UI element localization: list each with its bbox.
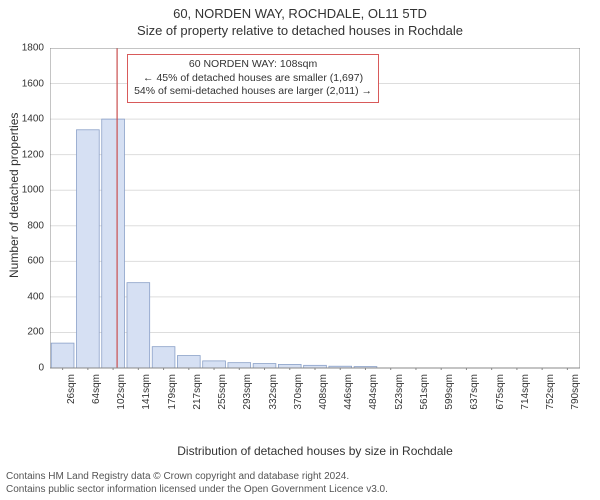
x-tick-label: 293sqm xyxy=(242,374,253,410)
bar xyxy=(127,283,150,368)
x-axis-label: Distribution of detached houses by size … xyxy=(50,444,580,458)
x-tick-label: 790sqm xyxy=(570,374,581,410)
y-tick-label: 1800 xyxy=(10,43,44,54)
bar xyxy=(77,130,100,368)
y-tick-label: 0 xyxy=(10,363,44,374)
x-tick-label: 64sqm xyxy=(91,374,102,404)
bar xyxy=(152,347,175,368)
x-tick-label: 102sqm xyxy=(116,374,127,410)
y-axis-label: Number of detached properties xyxy=(7,113,21,278)
title-line1: 60, NORDEN WAY, ROCHDALE, OL11 5TD xyxy=(0,6,600,21)
footer-line1: Contains HM Land Registry data © Crown c… xyxy=(6,470,388,483)
y-tick-label: 1600 xyxy=(10,78,44,89)
bar xyxy=(203,361,226,368)
annotation-line2: ← 45% of detached houses are smaller (1,… xyxy=(134,72,372,86)
bar xyxy=(228,363,251,368)
x-tick-label: 523sqm xyxy=(394,374,405,410)
chart-title-block: 60, NORDEN WAY, ROCHDALE, OL11 5TD Size … xyxy=(0,0,600,38)
x-tick-label: 714sqm xyxy=(520,374,531,410)
x-tick-label: 446sqm xyxy=(343,374,354,410)
bar xyxy=(177,356,200,368)
x-tick-label: 484sqm xyxy=(368,374,379,410)
x-tick-label: 26sqm xyxy=(66,374,77,404)
bar xyxy=(102,119,125,368)
x-tick-label: 599sqm xyxy=(444,374,455,410)
x-tick-label: 561sqm xyxy=(419,374,430,410)
x-tick-label: 408sqm xyxy=(318,374,329,410)
x-tick-label: 370sqm xyxy=(293,374,304,410)
x-tick-label: 637sqm xyxy=(469,374,480,410)
annotation-line1: 60 NORDEN WAY: 108sqm xyxy=(134,58,372,72)
x-tick-label: 179sqm xyxy=(167,374,178,410)
bar xyxy=(253,364,276,368)
x-tick-label: 675sqm xyxy=(495,374,506,410)
bar xyxy=(51,343,74,368)
annotation-line3: 54% of semi-detached houses are larger (… xyxy=(134,85,372,99)
y-tick-label: 200 xyxy=(10,327,44,338)
title-line2: Size of property relative to detached ho… xyxy=(0,23,600,38)
annotation-box: 60 NORDEN WAY: 108sqm ← 45% of detached … xyxy=(127,54,379,103)
footer-attribution: Contains HM Land Registry data © Crown c… xyxy=(6,470,388,496)
chart-container: 020040060080010001200140016001800 26sqm6… xyxy=(50,48,580,420)
x-tick-label: 752sqm xyxy=(545,374,556,410)
x-tick-label: 217sqm xyxy=(192,374,203,410)
x-tick-label: 141sqm xyxy=(141,374,152,410)
y-tick-label: 400 xyxy=(10,291,44,302)
x-tick-label: 332sqm xyxy=(268,374,279,410)
bar xyxy=(278,364,301,368)
footer-line2: Contains public sector information licen… xyxy=(6,483,388,496)
x-tick-label: 255sqm xyxy=(217,374,228,410)
